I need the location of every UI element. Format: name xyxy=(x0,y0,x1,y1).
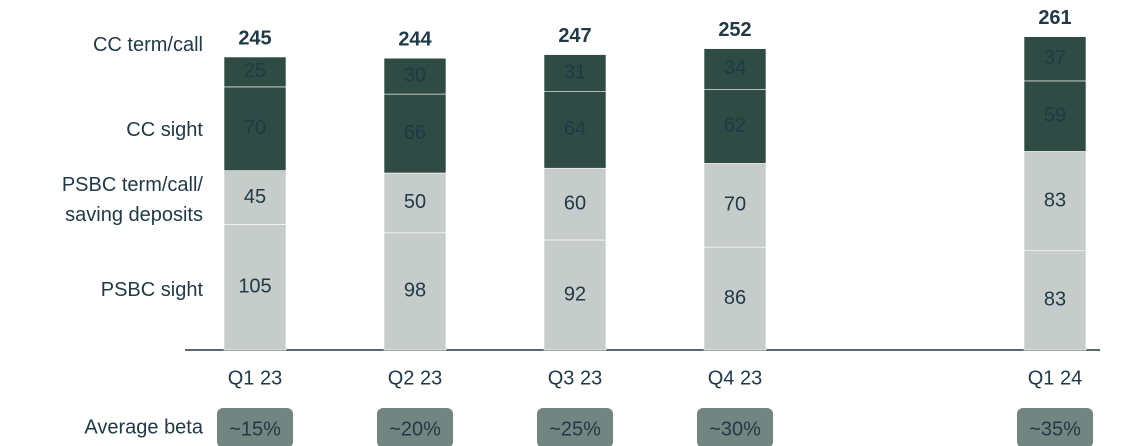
value-label: 105 xyxy=(238,275,271,297)
value-label: 70 xyxy=(724,194,746,216)
bar-segment xyxy=(703,88,767,164)
bar-segment xyxy=(1023,151,1087,252)
beta-value: ~20% xyxy=(389,418,441,440)
beta-box xyxy=(217,408,293,446)
value-label: 25 xyxy=(244,60,266,82)
beta-value: ~25% xyxy=(549,418,601,440)
bar-segment xyxy=(383,93,447,174)
value-label: 98 xyxy=(404,280,426,302)
bar-segment xyxy=(383,57,447,95)
value-label: 31 xyxy=(564,61,586,83)
legend-label: PSBC term/call/ saving deposits xyxy=(61,174,203,226)
bar-segment xyxy=(383,232,447,351)
legend-label: PSBC sight xyxy=(100,279,203,301)
value-label: 34 xyxy=(724,57,746,79)
bar-segment xyxy=(543,167,607,241)
bar-segment xyxy=(383,172,447,234)
value-label: 83 xyxy=(1044,289,1066,311)
total-label: 252 xyxy=(718,19,751,41)
beta-value: ~35% xyxy=(1029,418,1081,440)
bar-segment xyxy=(543,239,607,351)
bar-segment xyxy=(703,163,767,248)
x-tick-label: Q1 24 xyxy=(1028,367,1082,389)
legend-label: CC term/call xyxy=(92,34,203,56)
bar-segment xyxy=(223,56,287,88)
beta-box xyxy=(377,408,453,446)
legend-label: CC sight xyxy=(126,119,203,141)
total-label: 245 xyxy=(238,27,271,49)
x-tick-label: Q4 23 xyxy=(708,367,762,389)
beta-box xyxy=(1017,408,1093,446)
bar-segment xyxy=(543,91,607,169)
bar-segment xyxy=(223,86,287,171)
bar-segment xyxy=(1023,36,1087,82)
value-label: 30 xyxy=(404,64,426,86)
value-label: 59 xyxy=(1044,104,1066,126)
value-label: 92 xyxy=(564,283,586,305)
value-label: 70 xyxy=(244,117,266,139)
beta-value: ~15% xyxy=(229,418,281,440)
value-label: 66 xyxy=(404,122,426,144)
total-label: 244 xyxy=(398,28,432,50)
x-tick-label: Q2 23 xyxy=(388,367,442,389)
value-label: 62 xyxy=(724,115,746,137)
bar-segment xyxy=(703,246,767,351)
beta-box xyxy=(697,408,773,446)
x-tick-label: Q3 23 xyxy=(548,367,602,389)
value-label: 86 xyxy=(724,287,746,309)
beta-value: ~30% xyxy=(709,418,761,440)
total-label: 247 xyxy=(558,25,591,47)
bar-segment xyxy=(543,54,607,92)
x-tick-label: Q1 23 xyxy=(228,367,282,389)
value-label: 60 xyxy=(564,192,586,214)
value-label: 37 xyxy=(1044,47,1066,69)
bar-segment xyxy=(223,224,287,351)
value-label: 83 xyxy=(1044,189,1066,211)
bar-segment xyxy=(703,48,767,90)
value-label: 64 xyxy=(564,118,586,140)
value-label: 45 xyxy=(244,186,266,208)
value-label: 50 xyxy=(404,191,426,213)
bar-segment xyxy=(1023,80,1087,152)
beta-label: Average beta xyxy=(84,416,203,438)
total-label: 261 xyxy=(1038,7,1071,29)
beta-box xyxy=(537,408,613,446)
